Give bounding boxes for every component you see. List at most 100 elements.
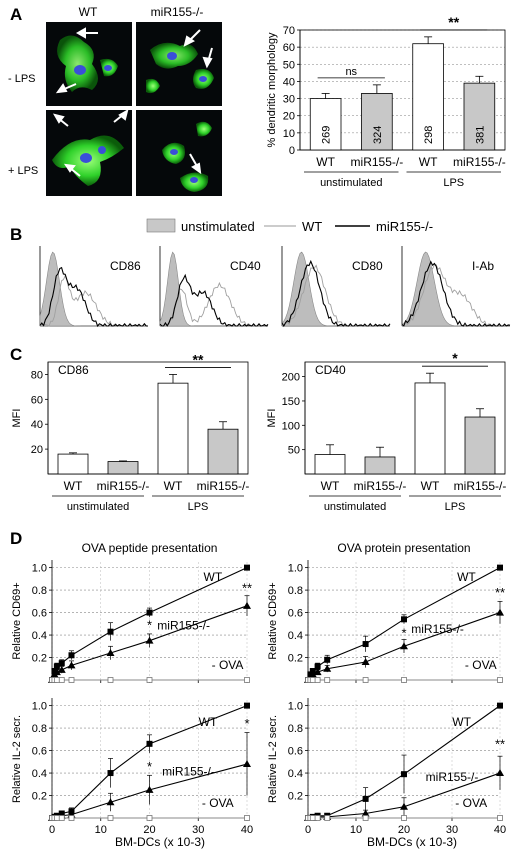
bar xyxy=(463,82,496,151)
y-tick-label: 0.8 xyxy=(288,723,303,735)
x-tick-label: 10 xyxy=(350,824,362,836)
series-label: - OVA xyxy=(212,658,244,672)
chart-cd40-mfi: 50 100 150 200 WT miR155-/- WT miR155-/- unstimu… xyxy=(266,350,506,513)
y-tick-label: 1.0 xyxy=(288,701,303,713)
x-tick-label: miR155-/- xyxy=(454,479,507,493)
chart-protein-il2: 0.2 0.4 0.6 0.8 1.0 0 10 20 30 40 WT miR155-/- - OVA… xyxy=(267,698,506,836)
x-tick-label: 20 xyxy=(143,824,155,836)
group-label: LPS xyxy=(445,501,466,513)
y-tick-label: 0.2 xyxy=(32,653,47,665)
panel-letter-d: D xyxy=(10,529,22,548)
point-no-ova xyxy=(58,677,65,683)
x-tick-label: WT xyxy=(164,479,183,493)
point-no-ova xyxy=(309,677,316,683)
bar xyxy=(361,93,393,151)
bar-count-label: 269 xyxy=(321,126,333,144)
point-ko xyxy=(400,642,408,650)
significance-label: * xyxy=(452,350,458,366)
significance-mark: ** xyxy=(495,585,505,600)
x-tick-label: 20 xyxy=(398,824,410,836)
y-tick-label: 20 xyxy=(283,111,295,123)
histograms: CD86 CD40 CD80 I-Ab xyxy=(39,246,511,328)
point-ko xyxy=(67,661,76,669)
bar xyxy=(57,453,89,475)
x-tick-label: 40 xyxy=(241,824,253,836)
point-no-ova xyxy=(401,677,407,683)
series-label: - OVA xyxy=(202,796,234,810)
significance-mark: * xyxy=(147,617,152,632)
y-tick-label: 1.0 xyxy=(32,563,47,575)
cells-wt-lps xyxy=(52,135,124,186)
y-tick-label: 0 xyxy=(289,145,295,157)
series-label: WT xyxy=(199,715,218,729)
point-wt xyxy=(244,564,250,571)
bar xyxy=(314,454,346,475)
chart-peptide-il2: 0.2 0.4 0.6 0.8 1.0 0 10 20 30 40 WT miR155-/- - OVA… xyxy=(11,698,253,836)
histogram-unstimulated xyxy=(401,251,510,327)
y-tick-label: 100 xyxy=(282,420,300,432)
significance-mark: ** xyxy=(495,736,505,751)
x-tick-label: WT xyxy=(64,479,83,493)
y-tick-label: 40 xyxy=(31,419,43,431)
histogram-label: CD40 xyxy=(230,259,261,273)
point-ko xyxy=(361,658,370,666)
y-tick-label: 0.4 xyxy=(288,630,303,642)
point-no-ova xyxy=(53,677,60,683)
bar xyxy=(364,456,396,475)
point-wt xyxy=(362,641,369,648)
y-tick-label: 200 xyxy=(282,372,300,384)
significance-mark: * xyxy=(401,625,406,640)
y-tick-label: 0.2 xyxy=(288,653,303,665)
point-wt xyxy=(401,616,407,623)
group-label: LPS xyxy=(188,501,209,513)
histogram-cd40: CD40 xyxy=(159,246,269,327)
point-no-ova xyxy=(146,815,153,821)
point-no-ova xyxy=(401,815,407,821)
legend-b: unstimulated WT miR155-/- xyxy=(146,218,433,234)
point-wt xyxy=(401,771,407,778)
x-tick-label: miR155-/- xyxy=(97,479,150,493)
significance-label: ** xyxy=(448,14,459,30)
point-wt xyxy=(107,628,114,635)
point-wt xyxy=(497,564,503,571)
point-no-ova xyxy=(146,677,153,683)
point-no-ova xyxy=(107,815,114,821)
point-ko xyxy=(400,802,408,810)
y-tick-label: 50 xyxy=(283,59,295,71)
y-tick-label: 0.8 xyxy=(32,585,47,597)
series-label: miR155-/- xyxy=(162,764,215,778)
y-tick-label: 0.8 xyxy=(32,723,47,735)
bar-count-label: 324 xyxy=(372,126,384,144)
group-label: LPS xyxy=(443,177,464,189)
chart-title: CD40 xyxy=(315,363,346,377)
point-no-ova xyxy=(497,677,503,683)
histogram-label: CD86 xyxy=(110,259,141,273)
point-ko xyxy=(57,665,66,673)
group-label: unstimulated xyxy=(324,501,386,513)
point-no-ova xyxy=(314,677,321,683)
bar-count-label: 381 xyxy=(474,126,486,144)
y-axis-label: MFI xyxy=(11,409,23,428)
significance-mark: ** xyxy=(242,580,252,595)
histogram-ko xyxy=(401,260,511,327)
y-tick-label: 70 xyxy=(283,25,295,37)
panel-letter-a: A xyxy=(10,5,22,24)
y-tick-label: 1.0 xyxy=(288,563,303,575)
chart-cd86-mfi: 20 40 60 80 WT miR155-/- WT miR155-/- unstimulat… xyxy=(11,351,249,513)
chart-title: OVA protein presentation xyxy=(337,541,470,555)
x-tick-label: 0 xyxy=(305,824,311,836)
point-ko xyxy=(496,769,504,777)
point-wt xyxy=(68,652,75,659)
cells-ko-lps xyxy=(162,121,212,192)
legend-swatch-unstimulated xyxy=(146,218,176,233)
point-no-ova xyxy=(362,677,369,683)
point-ko xyxy=(243,601,251,609)
point-wt xyxy=(314,663,321,670)
y-tick-label: 0.2 xyxy=(288,791,303,803)
significance-mark: * xyxy=(244,716,249,731)
significance-label: ns xyxy=(345,66,357,78)
micro-col-wt: WT xyxy=(79,5,98,19)
histogram-cd86: CD86 xyxy=(39,246,148,328)
